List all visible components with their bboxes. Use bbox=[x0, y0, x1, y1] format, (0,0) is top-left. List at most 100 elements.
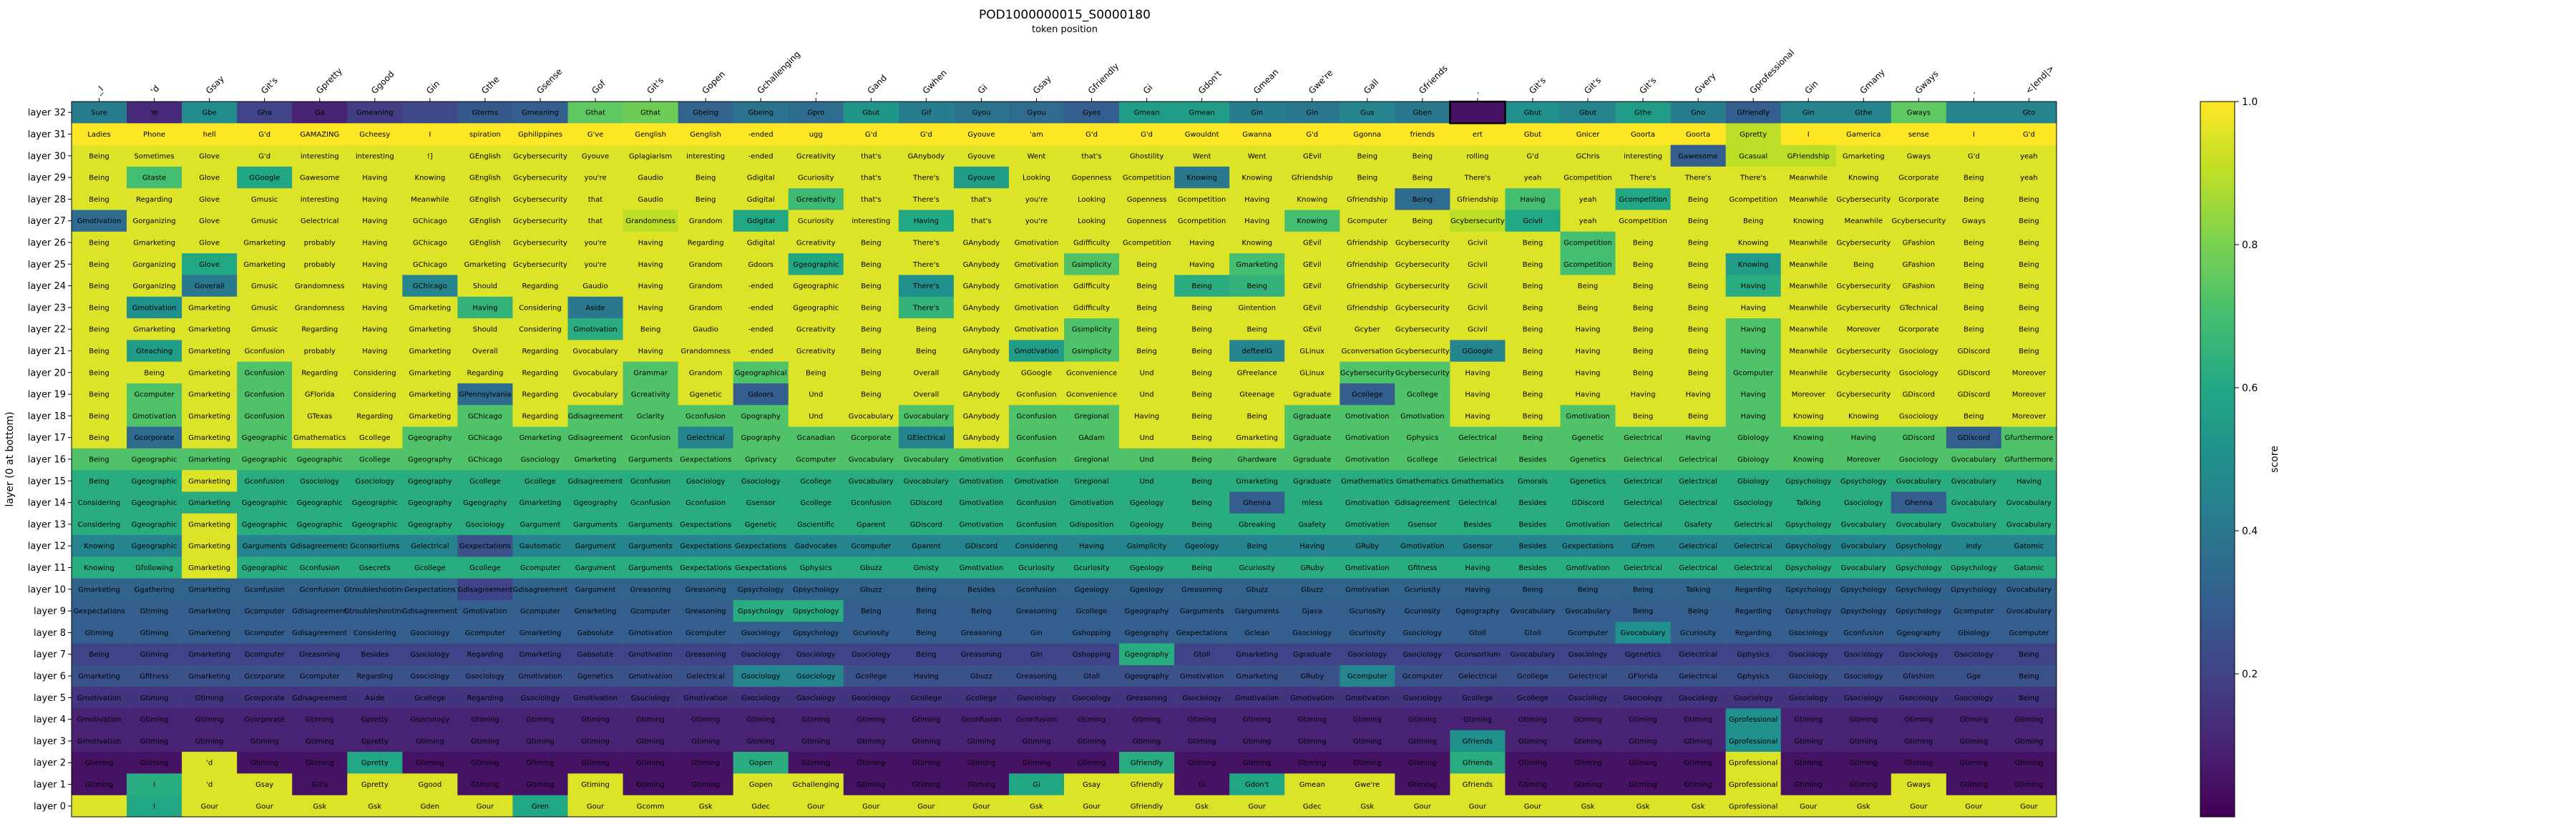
cell-label: Having bbox=[1299, 543, 1324, 551]
heatmap-cell bbox=[1725, 795, 1782, 818]
heatmap-cell bbox=[1946, 383, 2002, 406]
cell-label: Gcollege bbox=[414, 564, 446, 572]
heatmap-cell bbox=[788, 102, 844, 124]
cell-label: Gtiming bbox=[1518, 716, 1547, 724]
x-tick-label: Gdon't bbox=[1196, 69, 1224, 96]
heatmap-cell bbox=[1395, 795, 1450, 818]
heatmap-cell bbox=[678, 535, 733, 557]
cell-label: G'd bbox=[1141, 131, 1153, 139]
cell-label: Knowing bbox=[1793, 413, 1824, 421]
cell-label: Gmotivation bbox=[1345, 456, 1390, 464]
cell-label: Being bbox=[640, 326, 660, 334]
heatmap-cell bbox=[1835, 752, 1892, 774]
heatmap-cell bbox=[182, 144, 238, 167]
heatmap-cell bbox=[898, 578, 955, 601]
cell-label: Gdisagreement bbox=[1395, 499, 1450, 507]
heatmap-cell bbox=[72, 340, 127, 362]
heatmap-cell bbox=[898, 491, 955, 514]
cell-label: Ggraduate bbox=[1293, 434, 1331, 442]
cell-label: Gbiology bbox=[1737, 456, 1769, 464]
heatmap-cell bbox=[733, 318, 789, 340]
heatmap-cell bbox=[1229, 405, 1285, 427]
cell-label: Being bbox=[1191, 456, 1211, 464]
cell-label: Gdoors bbox=[748, 391, 774, 399]
cell-label: Gbiology bbox=[1958, 629, 1989, 637]
heatmap-cell bbox=[1890, 535, 1947, 557]
heatmap-cell bbox=[953, 361, 1010, 384]
heatmap-cell bbox=[1946, 470, 2002, 492]
cell-label: Gparent bbox=[857, 521, 886, 529]
cell-label: I bbox=[429, 131, 431, 139]
cell-label: Gsk bbox=[1195, 803, 1209, 810]
y-tick-label: layer 22 bbox=[28, 325, 66, 335]
heatmap-cell bbox=[1560, 275, 1616, 298]
cell-label: Gin bbox=[1251, 109, 1263, 117]
cell-label: Meanwhile bbox=[1790, 261, 1828, 269]
heatmap-cell bbox=[1560, 643, 1616, 666]
heatmap-cell bbox=[292, 296, 348, 319]
cell-label: Ggeographic bbox=[242, 564, 288, 572]
cell-label: Gmean bbox=[1189, 109, 1215, 117]
cell-label: Gi bbox=[1198, 781, 1206, 789]
cell-label: Gmarketing bbox=[188, 348, 230, 355]
heatmap-cell bbox=[237, 253, 293, 275]
cell-label: Being bbox=[1633, 369, 1653, 377]
cell-label: Glove bbox=[199, 196, 220, 204]
cell-label: Gsociology bbox=[631, 695, 670, 702]
cell-label: Gmarketing bbox=[188, 629, 230, 637]
cell-label: Gmathematics bbox=[1451, 478, 1503, 486]
heatmap-cell bbox=[1174, 513, 1230, 536]
cell-label: Gsociology bbox=[1568, 695, 1608, 702]
heatmap-cell bbox=[733, 556, 789, 579]
heatmap-cell bbox=[953, 752, 1010, 774]
cell-label: Ggeography bbox=[1125, 651, 1169, 659]
heatmap-cell bbox=[1670, 470, 1726, 492]
heatmap-cell bbox=[1670, 773, 1726, 795]
cell-label: Gcreativity bbox=[796, 348, 836, 355]
cell-label: Regarding bbox=[467, 695, 503, 702]
heatmap-cell bbox=[182, 643, 238, 666]
heatmap-cell bbox=[1835, 166, 1892, 189]
cell-label: Ggenetic bbox=[690, 391, 722, 399]
heatmap-cell bbox=[1670, 752, 1726, 774]
cell-label: Greasoning bbox=[686, 651, 726, 659]
heatmap-cell bbox=[1560, 470, 1616, 492]
heatmap-cell bbox=[1505, 210, 1561, 232]
cell-label: Gtiming bbox=[967, 760, 996, 767]
cell-label: Ggraduate bbox=[1293, 651, 1331, 659]
heatmap-cell bbox=[788, 491, 844, 514]
heatmap-cell bbox=[1340, 123, 1395, 145]
cell-label: Glove bbox=[199, 239, 220, 247]
heatmap-cell bbox=[1340, 795, 1395, 818]
heatmap-cell bbox=[1946, 275, 2002, 298]
heatmap-cell bbox=[347, 643, 403, 666]
cell-label: Gtiming bbox=[746, 737, 775, 745]
cell-label: Gcollege bbox=[359, 456, 391, 464]
cell-label: GDiscord bbox=[1903, 391, 1935, 399]
cell-label: Gin bbox=[1306, 109, 1318, 117]
heatmap-cell bbox=[1008, 687, 1065, 709]
heatmap-cell bbox=[512, 730, 568, 752]
heatmap-cell bbox=[1560, 340, 1616, 362]
cell-label: GGoogle bbox=[1021, 369, 1052, 377]
heatmap-cell bbox=[2001, 708, 2057, 731]
cell-label: Gtiming bbox=[1408, 716, 1437, 724]
heatmap-cell bbox=[1505, 448, 1561, 471]
heatmap-cell bbox=[1340, 102, 1395, 124]
heatmap-cell bbox=[292, 231, 348, 254]
heatmap-cell bbox=[1395, 166, 1450, 189]
heatmap-cell bbox=[1008, 340, 1065, 362]
cell-label: Gbeing bbox=[693, 109, 718, 117]
heatmap-cell bbox=[2001, 426, 2057, 449]
heatmap-cell bbox=[1229, 708, 1285, 731]
heatmap-cell bbox=[2001, 556, 2057, 579]
cell-label: Being bbox=[1357, 175, 1377, 182]
heatmap-cell bbox=[1284, 664, 1340, 687]
heatmap-cell bbox=[567, 622, 623, 644]
cell-label: Greasoning bbox=[686, 586, 726, 594]
cell-label: Gtiming bbox=[1574, 781, 1602, 789]
heatmap-cell bbox=[843, 491, 899, 514]
cell-label: Being bbox=[1743, 217, 1763, 225]
cell-label: Regarding bbox=[1735, 586, 1772, 594]
cell-label: Regarding bbox=[301, 326, 338, 334]
